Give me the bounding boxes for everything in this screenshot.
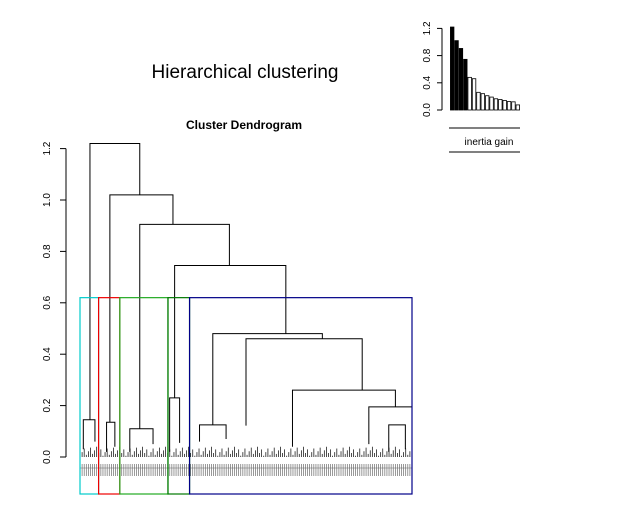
dendrogram-link: [139, 223, 230, 429]
dendrogram-link: [89, 142, 141, 420]
dendrogram-subtitle: Cluster Dendrogram: [186, 118, 302, 132]
inertia-y-axis: 0.0 0.4 0.8 1.2: [422, 21, 443, 117]
inertia-y-tick-label: 0.0: [422, 103, 433, 117]
inertia-bar: [506, 101, 512, 111]
dendrogram-link: [199, 424, 227, 442]
inertia-bar: [502, 100, 507, 111]
inertia-gain-label: inertia gain: [465, 137, 514, 148]
dendrogram-y-axis: 0.0 0.2 0.4 0.6 0.8 1.0 1.2: [42, 141, 67, 464]
dendrogram-link: [212, 333, 323, 425]
inertia-y-tick-label: 0.8: [422, 48, 433, 62]
dendrogram-link: [388, 424, 406, 452]
dendrogram-y-tick-label: 1.0: [42, 193, 53, 207]
dendrogram-link: [106, 421, 116, 452]
dendrogram-y-tick-label: 1.2: [42, 141, 53, 155]
cluster-rect: [188, 297, 413, 495]
dendrogram-y-tick-label: 0.4: [42, 347, 53, 361]
dendrogram-link: [82, 419, 96, 450]
inertia-bar: [489, 96, 494, 111]
dendrogram-leaf-labels: [79, 446, 413, 476]
inertia-bar: [485, 95, 490, 111]
inertia-bar: [467, 76, 472, 111]
inertia-bar: [463, 58, 468, 111]
dendrogram-y-tick-label: 0.6: [42, 295, 53, 309]
inertia-bar: [476, 91, 481, 111]
dendrogram-link: [109, 194, 174, 423]
cluster-rect: [119, 297, 169, 495]
inertia-bar: [515, 104, 520, 111]
dendrogram-link: [245, 338, 363, 426]
dendrogram-link: [129, 428, 154, 452]
inertia-bar: [498, 99, 503, 111]
inertia-bar: [511, 101, 516, 111]
dendrogram-y-tick-label: 0.0: [42, 450, 53, 464]
inertia-bar: [471, 78, 477, 111]
chart-title: Hierarchical clustering: [152, 62, 339, 83]
inertia-bar: [450, 26, 455, 111]
inertia-y-tick-label: 1.2: [422, 21, 433, 35]
dendrogram-link: [169, 397, 181, 452]
inertia-bars: [450, 26, 520, 111]
dendrogram-y-tick-label: 0.8: [42, 244, 53, 258]
inertia-bar: [493, 98, 499, 111]
cluster-rect: [79, 297, 100, 495]
inertia-bar: [480, 93, 485, 111]
dendrogram-tree: [82, 142, 413, 452]
inertia-bar: [458, 48, 464, 111]
inertia-bar: [454, 40, 459, 111]
inertia-y-tick-label: 0.4: [422, 75, 433, 89]
dendrogram-y-tick-label: 0.2: [42, 398, 53, 412]
dendrogram-link: [174, 265, 287, 398]
dendrogram-link: [291, 389, 396, 447]
cluster-rectangles: [79, 297, 413, 495]
